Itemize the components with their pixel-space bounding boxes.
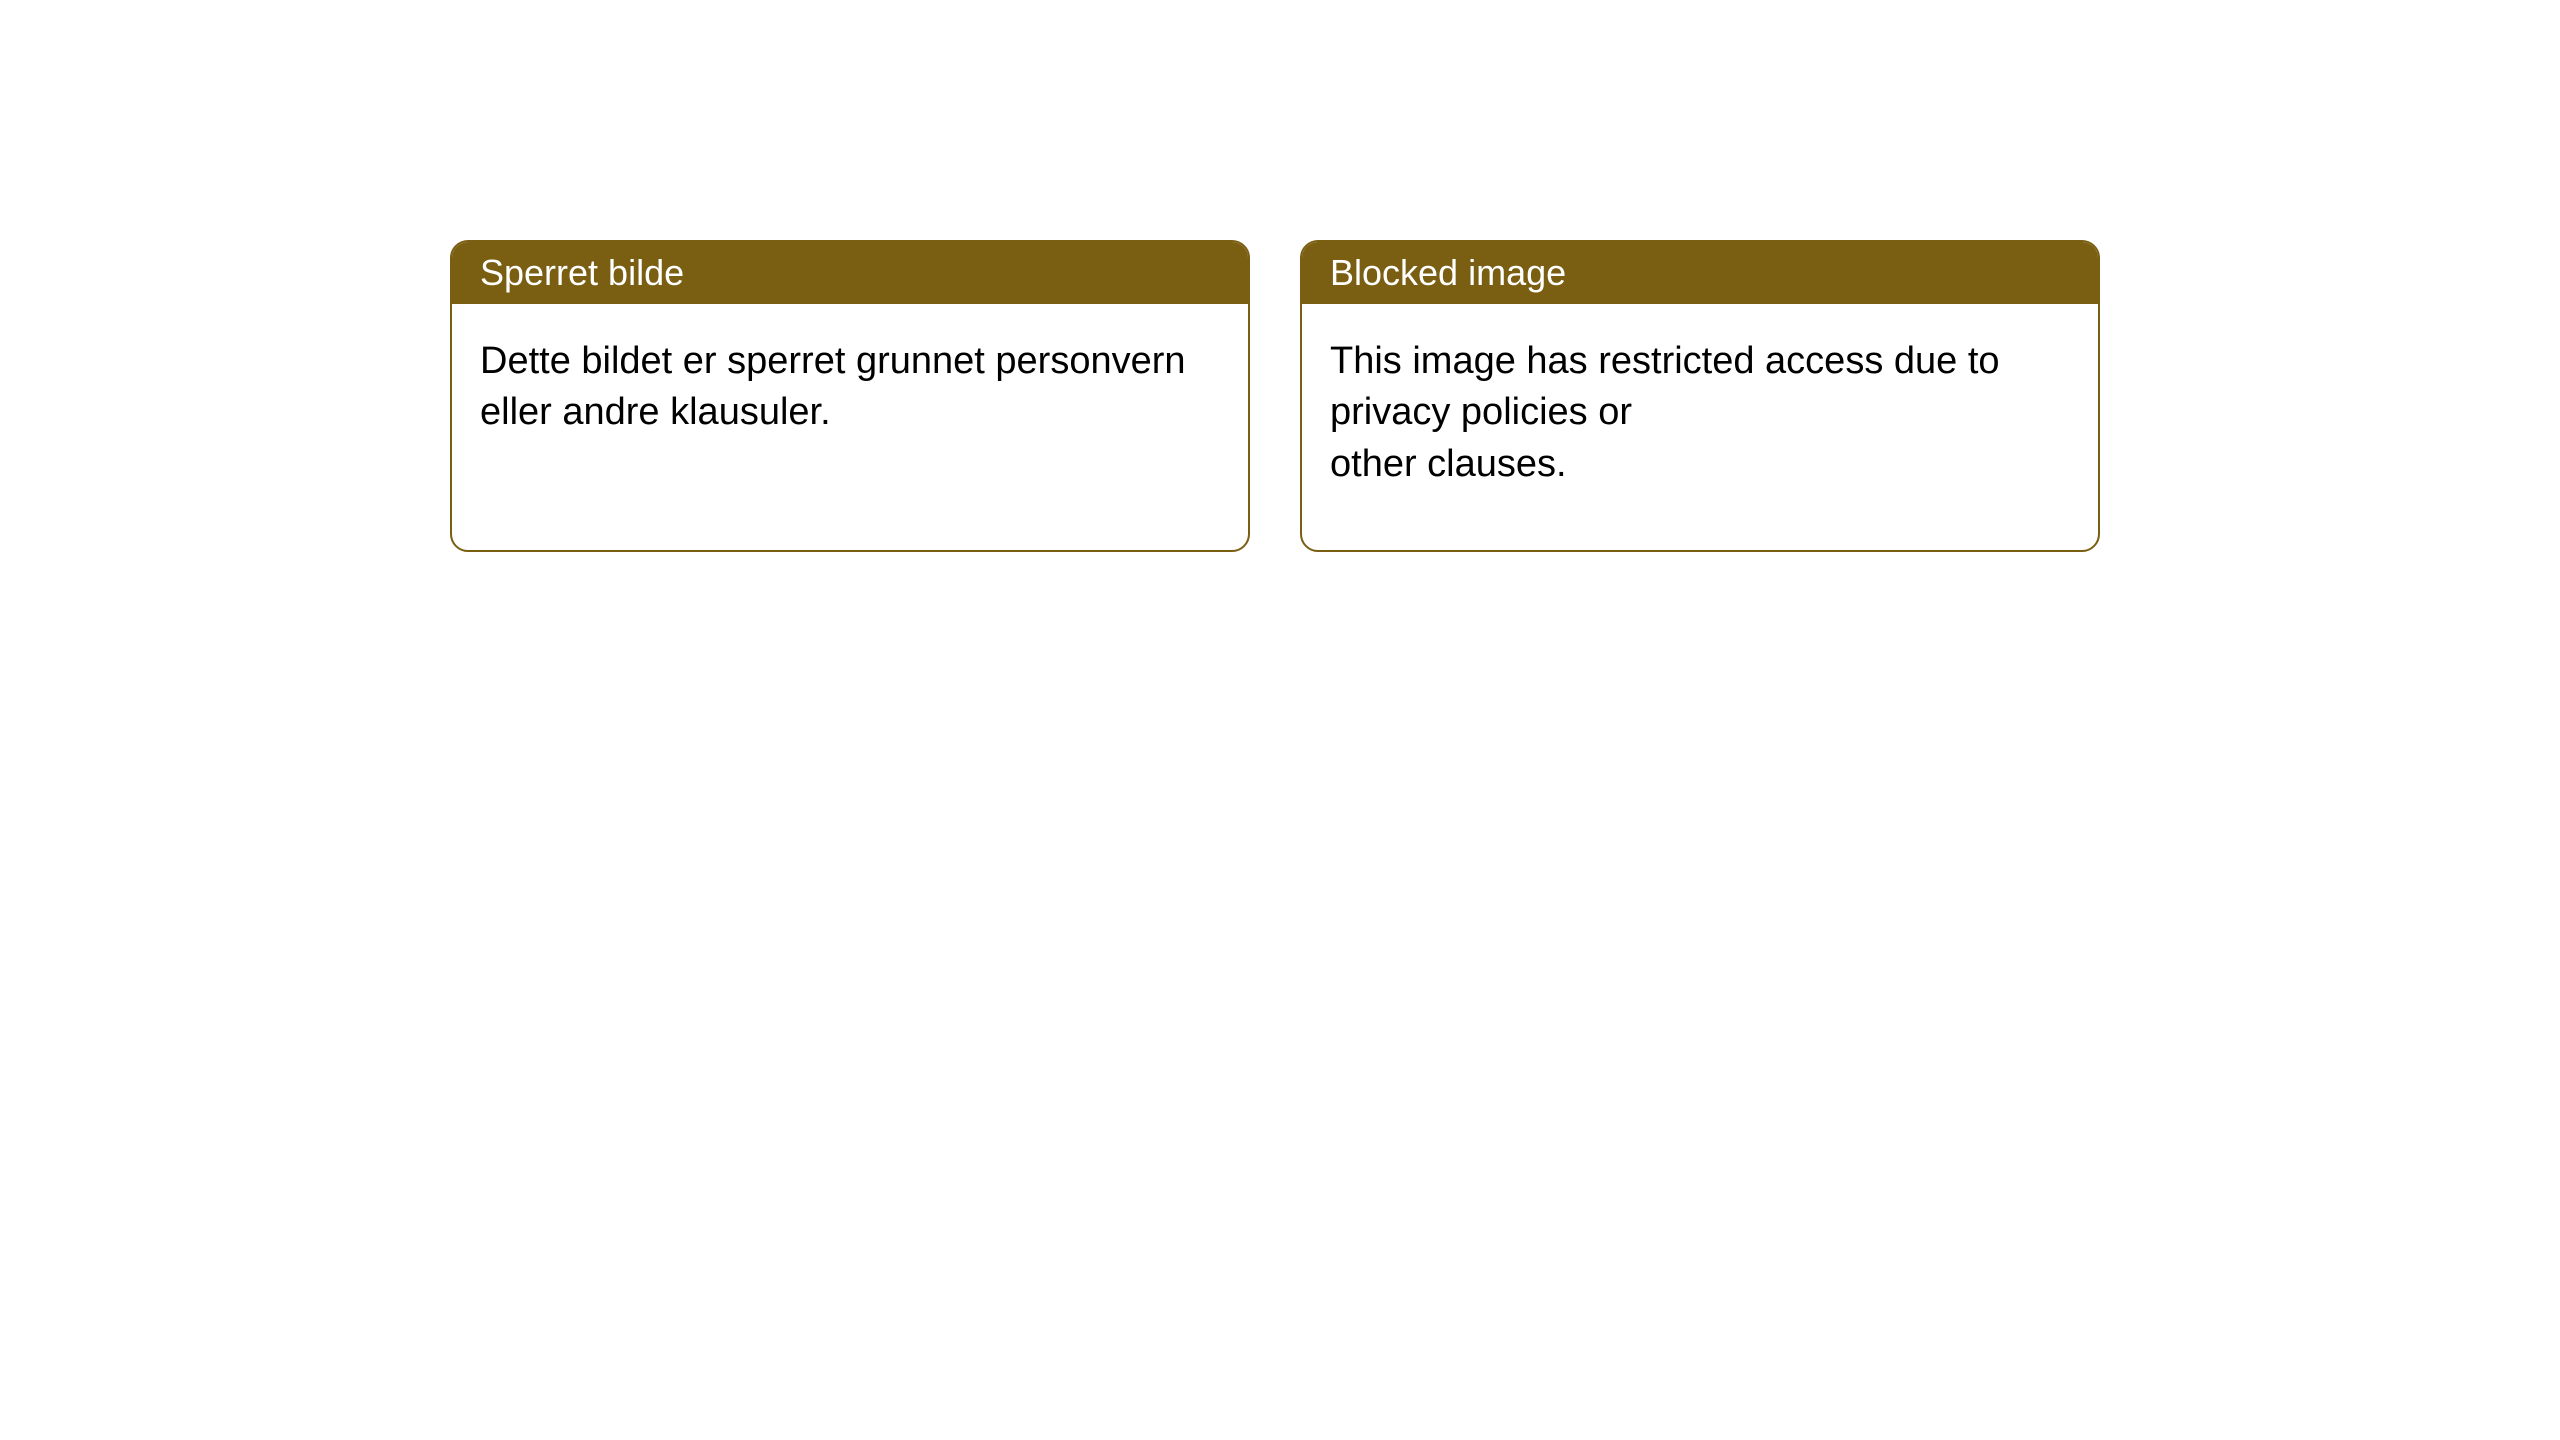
cards-container: Sperret bilde Dette bildet er sperret gr… — [0, 0, 2560, 552]
card-header: Sperret bilde — [452, 242, 1248, 304]
blocked-image-card-en: Blocked image This image has restricted … — [1300, 240, 2100, 552]
blocked-image-card-no: Sperret bilde Dette bildet er sperret gr… — [450, 240, 1250, 552]
card-header: Blocked image — [1302, 242, 2098, 304]
card-body: Dette bildet er sperret grunnet personve… — [452, 304, 1248, 534]
card-body: This image has restricted access due to … — [1302, 304, 2098, 550]
